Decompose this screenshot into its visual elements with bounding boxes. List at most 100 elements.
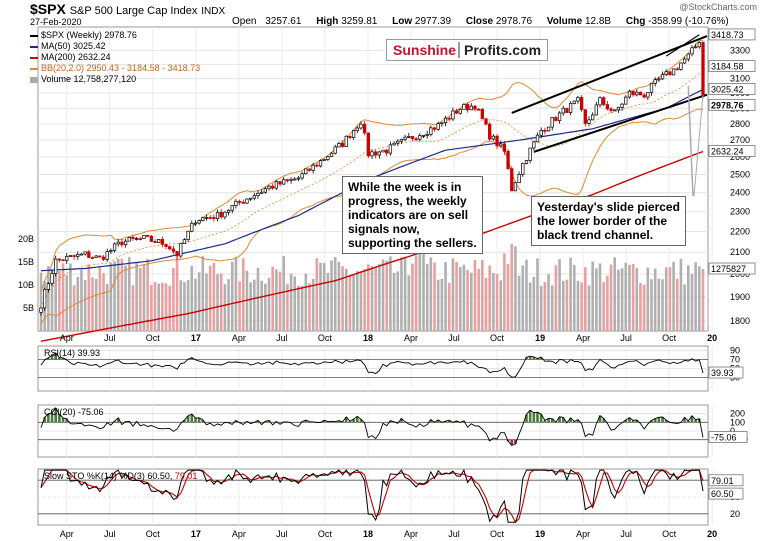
volume-tick-label: 20B (18, 234, 34, 244)
sto-k-value-label: 60.50 (711, 489, 734, 499)
candle-body (598, 97, 602, 106)
rsi-tick-label: 90 (730, 346, 740, 356)
sto-d-value-box (708, 474, 744, 487)
annotation-left-line: While the week is in (348, 180, 462, 194)
candle-body (208, 217, 212, 219)
candle-body (131, 236, 135, 240)
volume-bar (337, 261, 341, 331)
brand-logo: Sunshine Profits.com (386, 39, 549, 61)
volume-bar (282, 256, 286, 331)
volume-bar (389, 256, 392, 331)
legend-volume-text: Volume 12,758,277,120 (41, 74, 137, 84)
volume-bar (344, 268, 348, 331)
volume-bar (197, 272, 201, 331)
volume-bar (58, 270, 61, 331)
price-tick-label: 1900 (730, 292, 750, 302)
volume-bar (194, 278, 197, 331)
volume-bar (561, 280, 565, 331)
volume-bar (477, 269, 480, 331)
sto-k-value-box (708, 487, 744, 500)
volume-bar (584, 267, 587, 331)
close-label: Close (465, 16, 494, 27)
candle-body (340, 143, 345, 147)
legend-price: $SPX (Weekly) 2978.76 (30, 30, 200, 41)
volume-bar (201, 256, 205, 331)
x-tick-label: Oct (146, 333, 161, 343)
price-tick-label: 2700 (730, 135, 750, 145)
volume-bar (186, 279, 190, 331)
open-value: 3257.61 (265, 16, 302, 27)
candle-body (528, 147, 532, 161)
candle-body (407, 136, 411, 138)
candle-body (101, 256, 106, 260)
x-tick-label: 20 (707, 529, 717, 539)
candle-body (285, 179, 290, 182)
price-tick-label: 2400 (730, 188, 750, 198)
candle-body (377, 151, 382, 156)
volume-bar (164, 283, 168, 331)
candle-body (657, 78, 661, 81)
candle-body (594, 104, 598, 116)
volume-bar (569, 257, 572, 331)
volume-bar (631, 263, 635, 331)
volume-bar (451, 258, 455, 331)
candle-body (179, 243, 183, 257)
candle-body (462, 104, 466, 110)
price-value-label: 3184.58 (711, 62, 744, 72)
volume-bar (690, 273, 694, 331)
volume-bar (315, 258, 319, 331)
rsi-value-box (708, 366, 744, 379)
volume-bar (370, 266, 374, 331)
sto-title: Slow STO %K(14) %D(3) 60.50, 79.01 (44, 471, 197, 481)
candle-body (454, 110, 459, 114)
volume-bar (311, 278, 315, 331)
candle-body (572, 100, 576, 104)
candle-body (168, 246, 172, 250)
volume-bar (352, 273, 355, 331)
volume-bar (646, 267, 650, 331)
volume-tick-label: 5B (23, 303, 34, 313)
volume-bar (411, 263, 414, 331)
volume-bar (580, 282, 583, 331)
candle-body (447, 117, 451, 120)
candle-body (432, 127, 437, 130)
volume-bar (701, 269, 705, 331)
volume-bar (367, 264, 370, 331)
price-value-label-box (708, 98, 756, 111)
candle-body (381, 149, 385, 153)
x-tick-label: Apr (60, 333, 74, 343)
volume-bar (179, 280, 183, 331)
candle-body (300, 173, 304, 179)
candle-body (146, 234, 150, 237)
volume-bar (418, 239, 422, 331)
volume-bar (234, 256, 238, 331)
price-tick-label: 2300 (730, 207, 750, 217)
volume-bar (503, 253, 506, 331)
candle-body (315, 164, 319, 167)
volume-bar (572, 265, 576, 331)
trend-channel-lower (533, 93, 708, 153)
x-tick-label: Apr (232, 529, 246, 539)
volume-bar (675, 278, 679, 331)
volume-bar (598, 263, 602, 331)
candle-body (679, 62, 683, 70)
volume-bar (668, 267, 672, 331)
candle-body (307, 168, 312, 171)
candle-body (682, 58, 687, 64)
volume-bar (61, 263, 65, 331)
volume-bar (264, 283, 267, 331)
chart-date: 27-Feb-2020 (30, 17, 82, 27)
volume-bar (83, 279, 87, 331)
candle-body (204, 217, 209, 219)
candle-body (429, 127, 433, 135)
candle-body (414, 138, 418, 141)
volume-bar (591, 261, 594, 331)
candle-body (109, 250, 113, 252)
candle-body (256, 192, 260, 196)
volume-bar (150, 284, 153, 331)
candle-body (539, 130, 543, 136)
volume-bar (157, 283, 160, 331)
volume-bar (275, 269, 278, 331)
candle-body (613, 109, 617, 112)
price-tick-label: 3300 (730, 46, 750, 56)
